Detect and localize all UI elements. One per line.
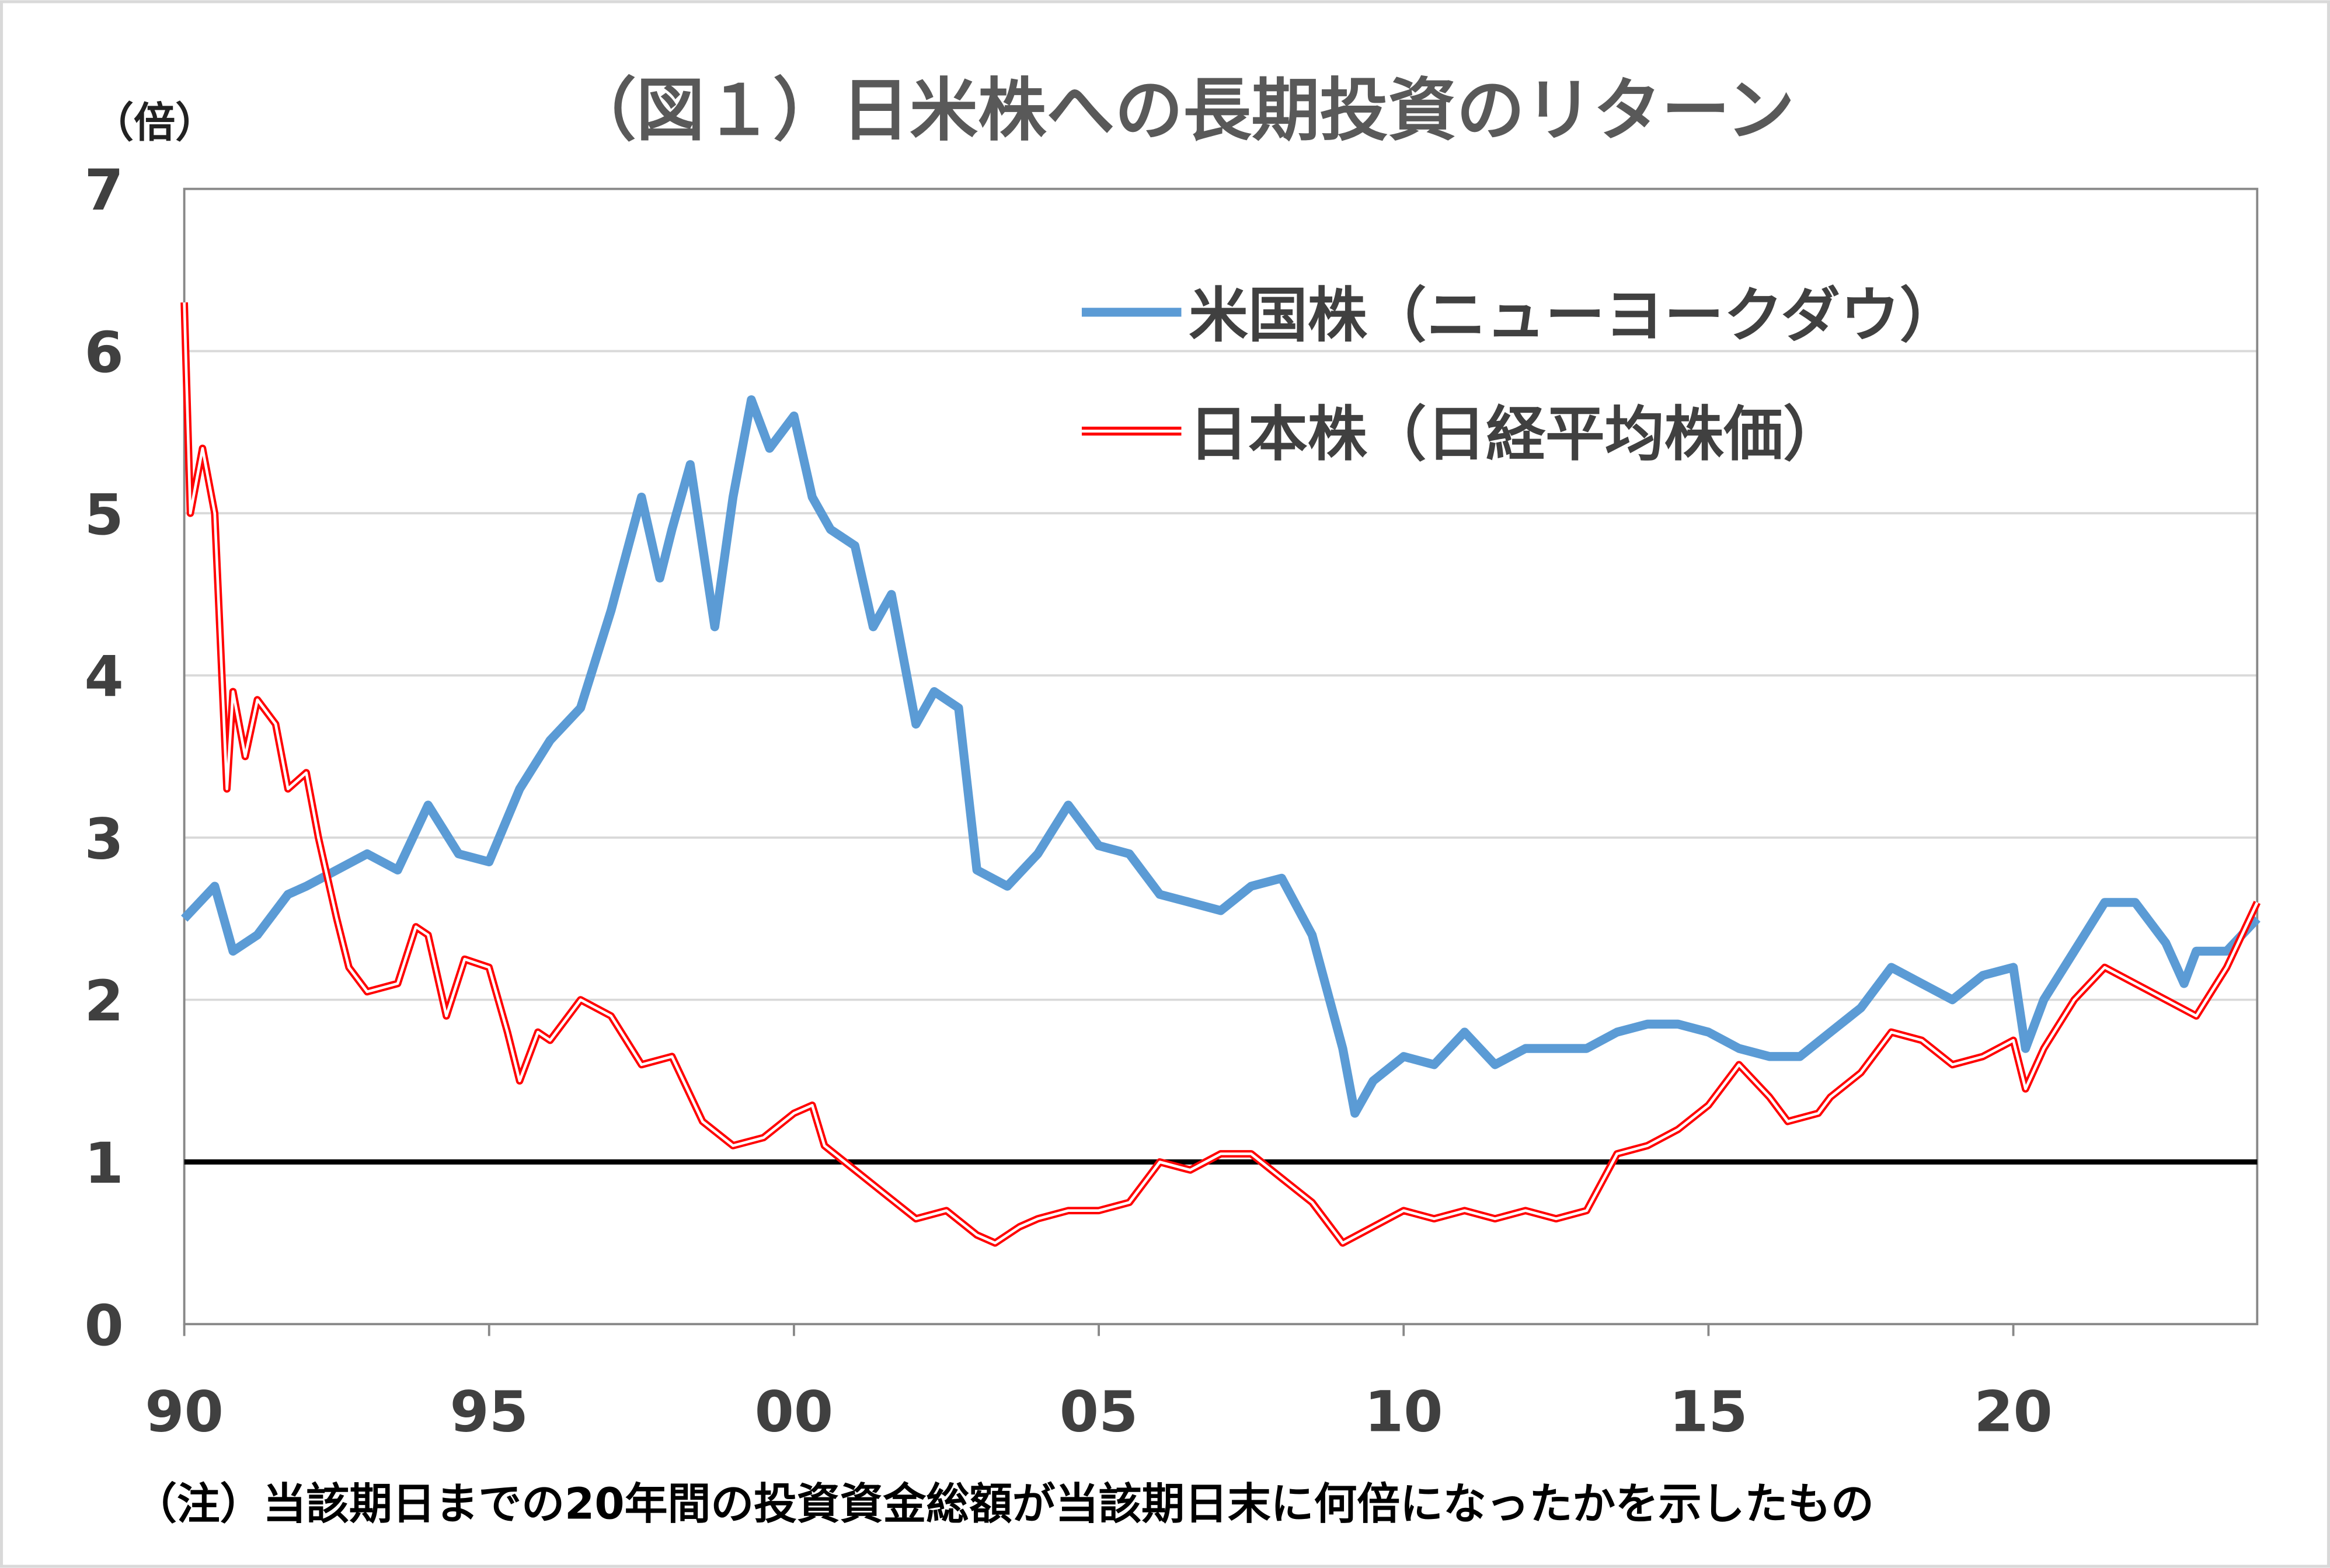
footnote: （注）当該期日までの20年間の投資資金総額が当該期日末に何倍になったかを示したも…: [134, 1479, 1874, 1529]
y-tick-label: 7: [85, 157, 124, 223]
y-tick-label: 2: [85, 968, 124, 1034]
legend-label-jp: 日本株（日経平均株価）: [1189, 400, 1843, 469]
plot-area: [183, 187, 2259, 1326]
series-line-us: [181, 395, 2261, 1118]
series-line-jp-inner: [183, 302, 2259, 1245]
x-tick-label: 15: [1669, 1378, 1748, 1444]
series-group: [180, 302, 2261, 1247]
y-tick-label: 6: [85, 319, 124, 385]
x-tick-label: 20: [1974, 1378, 2053, 1444]
y-axis: 0 1 2 3 4 5 6 7: [85, 157, 124, 1358]
y-tick-label: 5: [85, 482, 124, 548]
x-tick-label: 90: [145, 1378, 224, 1444]
y-axis-unit: （倍）: [92, 99, 217, 147]
x-tick-label: 10: [1364, 1378, 1443, 1444]
x-tick-label: 95: [450, 1378, 528, 1444]
legend-label-us: 米国株（ニューヨークダウ）: [1189, 281, 1959, 351]
x-axis: 90 95 00 05 10 15 20: [145, 1324, 2053, 1444]
chart-title: （図１）日米株への長期投資のリターン: [568, 70, 1795, 150]
legend: 米国株（ニューヨークダウ） 日本株（日経平均株価）: [1081, 281, 1959, 469]
y-tick-label: 0: [85, 1292, 124, 1358]
y-tick-label: 4: [85, 644, 124, 710]
y-tick-label: 3: [85, 806, 124, 872]
y-tick-label: 1: [85, 1130, 124, 1196]
x-tick-label: 00: [755, 1378, 834, 1444]
x-tick-label: 05: [1060, 1378, 1138, 1444]
